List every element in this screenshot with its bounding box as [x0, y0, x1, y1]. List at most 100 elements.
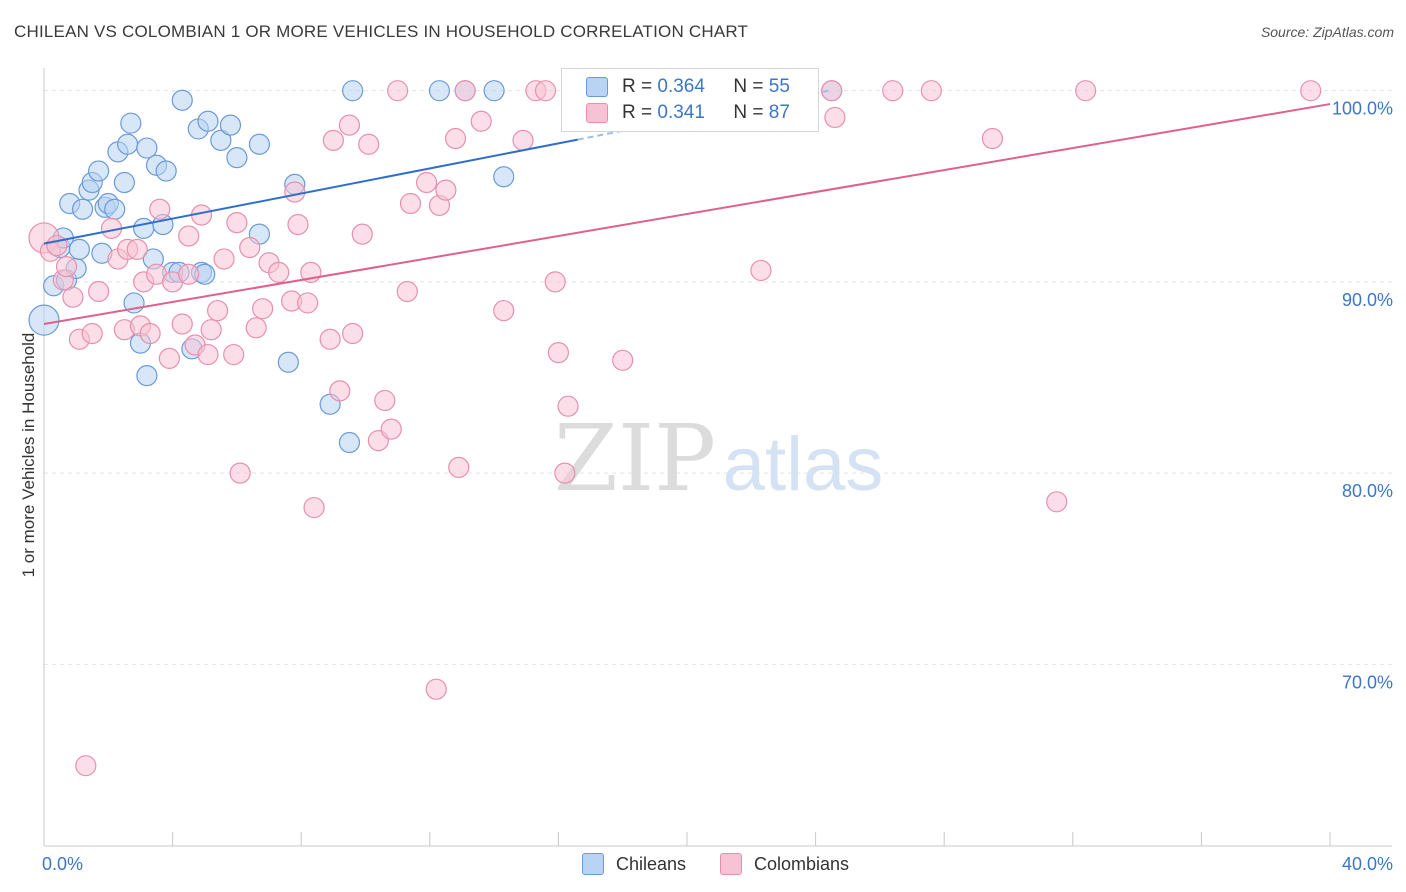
chileans-legend-swatch — [582, 853, 604, 875]
chileans-point — [136, 137, 158, 159]
colombians-point — [62, 286, 84, 308]
colombians-point — [319, 328, 341, 350]
colombians-point — [824, 106, 846, 129]
colombians-point — [178, 225, 200, 247]
correlation-legend: R = 0.364 N = 55 R = 0.341 N = 87 — [561, 68, 819, 132]
x-tick-label: 40.0% — [1342, 854, 1393, 874]
colombians-point — [197, 343, 219, 366]
chileans-point — [155, 160, 177, 182]
chileans-r-value: 0.364 — [657, 76, 705, 97]
colombians-point — [612, 349, 634, 371]
colombians-point — [75, 755, 97, 777]
legend-row-colombians: R = 0.341 N = 87 — [586, 101, 790, 125]
y-tick-label: 70.0% — [1342, 672, 1393, 692]
colombians-point — [200, 319, 222, 341]
chileans-point — [338, 431, 361, 454]
colombians-point — [338, 114, 361, 136]
colombians-point — [178, 263, 200, 285]
colombians-point — [470, 110, 492, 132]
chileans-point — [210, 129, 232, 151]
legend-row-chileans: R = 0.364 N = 55 — [586, 75, 790, 99]
colombians-point — [387, 80, 409, 102]
colombians-point — [149, 198, 171, 220]
colombians-n-label: N = — [733, 102, 764, 123]
colombians-point — [229, 462, 251, 484]
colombians-swatch — [586, 103, 608, 123]
colombians-point — [55, 256, 78, 278]
chileans-point — [219, 114, 242, 136]
chileans-point — [342, 80, 364, 102]
colombians-n-value: 87 — [768, 102, 790, 123]
bottom-legend-chileans[interactable]: Chileans — [582, 852, 686, 876]
chileans-point — [120, 112, 142, 134]
colombians-point — [374, 389, 396, 412]
colombians-point — [88, 280, 110, 303]
colombians-point — [139, 322, 161, 345]
colombians-r-label: R = — [622, 102, 653, 123]
colombians-point — [351, 223, 373, 245]
colombians-point — [920, 80, 942, 102]
colombians-point — [81, 322, 103, 345]
chileans-point — [104, 198, 126, 220]
watermark: ZIP atlas — [554, 405, 883, 512]
colombians-point — [171, 313, 193, 335]
chileans-point — [483, 80, 505, 102]
axes — [43, 68, 1392, 847]
chileans-point — [136, 365, 158, 387]
chileans-point — [71, 198, 94, 220]
colombians-point — [380, 418, 402, 440]
chileans-point — [197, 110, 219, 132]
colombians-point — [342, 322, 364, 345]
colombians-point — [1300, 80, 1322, 102]
chileans-point — [226, 147, 248, 169]
y-tick-label: 100.0% — [1332, 99, 1393, 119]
colombians-point — [399, 192, 422, 215]
colombians-point — [46, 234, 68, 257]
watermark-zip: ZIP — [554, 405, 716, 512]
colombians-point — [268, 261, 290, 283]
colombians-point — [750, 259, 772, 282]
colombians-point — [226, 212, 248, 234]
y-tick-label: 80.0% — [1342, 481, 1393, 501]
x-tick-label: 0.0% — [42, 854, 83, 874]
colombians-point — [297, 292, 319, 314]
chileans-point — [68, 238, 90, 260]
chileans-legend-label: Chileans — [616, 853, 687, 874]
axis-labels: 100.0% 90.0% 80.0% 70.0% 0.0% 40.0% — [42, 99, 1393, 874]
chileans-point — [88, 160, 110, 182]
chileans-r-label: R = — [622, 76, 653, 97]
colombians-point — [158, 347, 180, 369]
y-tick-label: 90.0% — [1342, 290, 1393, 310]
data-points — [28, 80, 1322, 777]
colombians-point — [126, 238, 148, 260]
chileans-trend-line — [43, 138, 578, 245]
colombians-point — [435, 179, 457, 201]
chileans-n-label: N = — [733, 76, 764, 97]
chileans-swatch — [586, 77, 608, 97]
colombians-point — [544, 271, 566, 293]
chileans-point — [493, 166, 515, 188]
colombians-point — [213, 248, 235, 270]
chileans-point — [277, 351, 299, 373]
colombians-point — [358, 133, 380, 155]
colombians-point — [1046, 491, 1068, 513]
y-axis-title: 1 or more Vehicles in Household — [19, 333, 38, 578]
colombians-point — [547, 342, 570, 364]
colombians-point — [415, 171, 438, 194]
colombians-point — [223, 343, 245, 366]
colombians-point — [303, 496, 325, 519]
colombians-point — [554, 462, 576, 484]
colombians-point — [245, 317, 267, 339]
colombians-point — [557, 395, 579, 417]
chileans-point — [113, 171, 135, 194]
watermark-atlas: atlas — [723, 422, 884, 507]
colombians-trend-line — [43, 103, 1331, 325]
colombians-point — [444, 127, 467, 150]
colombians-point — [454, 80, 476, 102]
colombians-legend-swatch — [720, 853, 742, 875]
chileans-point — [28, 304, 60, 336]
bottom-legend-colombians[interactable]: Colombians — [720, 852, 849, 876]
colombians-point — [329, 380, 351, 402]
colombians-point — [396, 280, 418, 303]
